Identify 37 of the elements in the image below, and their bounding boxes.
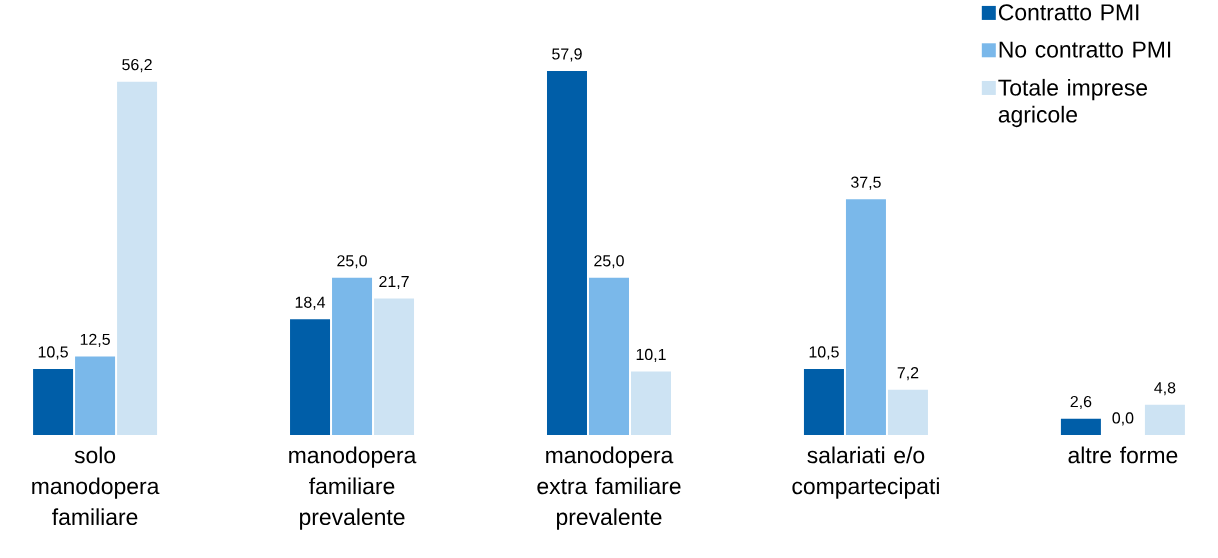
bar (630, 371, 671, 435)
data-label: 57,9 (552, 48, 582, 62)
bar (75, 356, 116, 435)
data-label: 25,0 (594, 255, 624, 269)
data-label: 4,8 (1154, 382, 1176, 396)
data-label: 56,2 (122, 58, 152, 73)
bar (374, 298, 415, 435)
bar (546, 70, 587, 435)
bar (845, 199, 886, 435)
data-label: 10,5 (809, 346, 839, 360)
data-label: 25,0 (337, 255, 367, 269)
data-label: 10,1 (636, 348, 666, 362)
data-label: 7,2 (897, 367, 919, 381)
data-label: 0,0 (1112, 412, 1134, 426)
bar (1144, 404, 1185, 435)
x-tick-label: manodopera familiare prevalente (289, 446, 417, 530)
bar (803, 368, 844, 435)
data-label: 21,7 (379, 275, 409, 290)
bar (290, 319, 331, 435)
legend-label: Contratto PMI (998, 4, 1139, 21)
legend-label: Totale imprese agricole (998, 78, 1148, 128)
bar (1060, 418, 1101, 435)
x-tick-label: salariati e/o compartecipati (792, 446, 939, 499)
x-tick-label: altre forme (1068, 446, 1178, 464)
bar (588, 277, 629, 435)
data-label: 12,5 (80, 333, 110, 347)
data-label: 2,6 (1070, 395, 1092, 410)
x-tick-label: manodopera extra familiare prevalente (537, 446, 681, 530)
bar (33, 368, 74, 435)
data-label: 10,5 (38, 346, 68, 360)
data-label: 37,5 (851, 176, 881, 190)
bar (332, 277, 373, 435)
bar (887, 389, 928, 435)
legend-label: No contratto PMI (999, 41, 1171, 58)
bar (117, 81, 158, 435)
data-label: 18,4 (295, 296, 326, 310)
x-tick-label: solo manodopera familiare (32, 446, 160, 526)
